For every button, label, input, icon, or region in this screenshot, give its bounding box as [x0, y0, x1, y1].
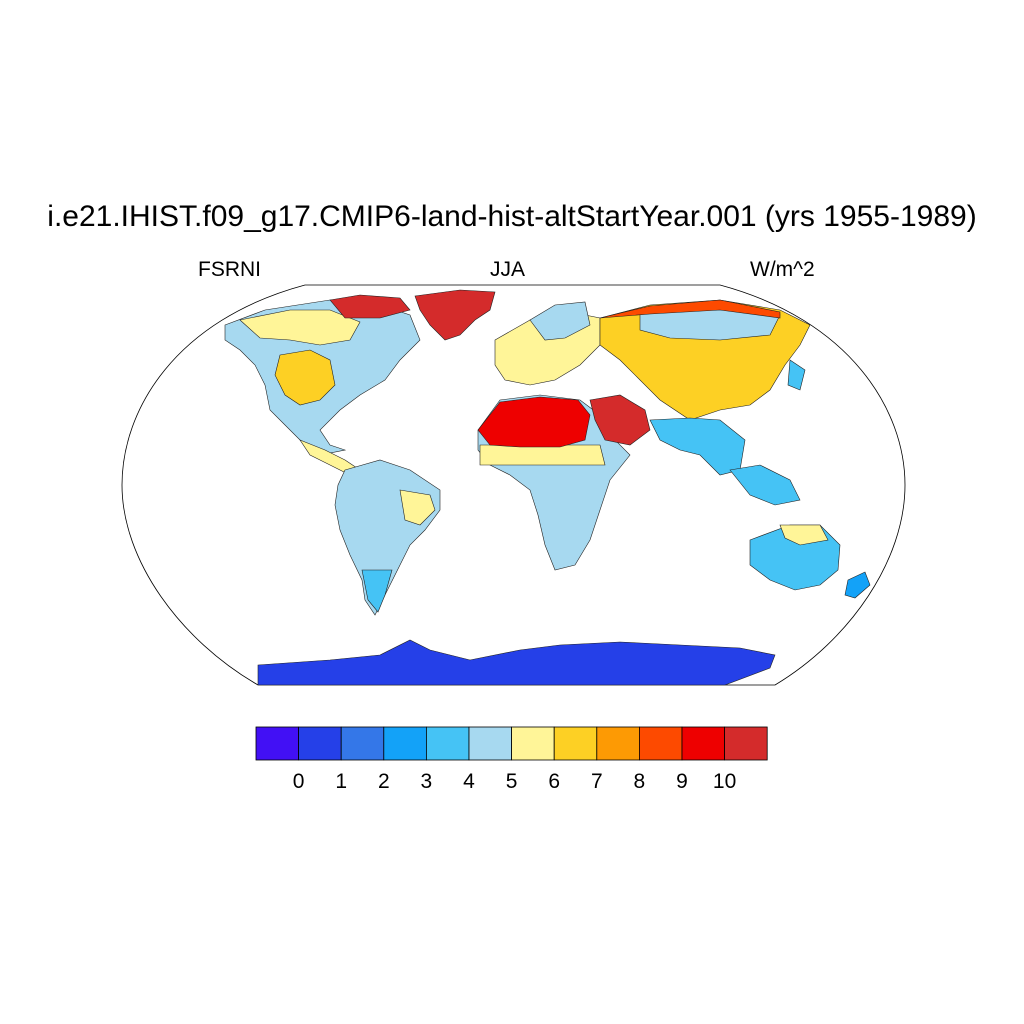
colorbar-tick-label: 2	[378, 770, 390, 793]
region-south-asia	[649, 417, 746, 476]
colorbar-tick-label: 10	[713, 770, 736, 793]
plot-title: i.e21.IHIST.f09_g17.CMIP6-land-hist-altS…	[47, 200, 977, 233]
region-arctic-coast	[599, 299, 781, 319]
colorbar-tick-label: 1	[335, 770, 347, 793]
colorbar-box	[511, 726, 555, 761]
region-sahara	[477, 396, 591, 448]
colorbar-box	[298, 726, 342, 761]
variable-label: FSRNI	[198, 258, 261, 281]
region-arctic-islands	[329, 294, 411, 319]
colorbar-tick-label: 3	[421, 770, 433, 793]
colorbar-tick-label: 6	[548, 770, 560, 793]
colorbar-tick-label: 8	[634, 770, 646, 793]
colorbar-tick-label: 9	[676, 770, 688, 793]
colorbar-box	[255, 726, 299, 761]
colorbar-box	[468, 726, 512, 761]
colorbar-box	[425, 726, 470, 761]
region-southeast-asia	[729, 464, 801, 506]
colorbar-box	[340, 726, 385, 761]
region-greenland	[414, 289, 496, 341]
colorbar-tick-label: 4	[463, 770, 475, 793]
colorbar-tick-label: 5	[506, 770, 518, 793]
region-new-zealand	[844, 571, 871, 599]
season-label: JJA	[490, 258, 526, 281]
colorbar-box	[724, 726, 768, 761]
region-arabia	[589, 394, 651, 446]
region-antarctica	[257, 639, 776, 685]
colorbar-box	[596, 726, 640, 761]
colorbar-box	[553, 726, 598, 761]
region-australia-north	[779, 524, 829, 546]
colorbar-tick-label: 7	[591, 770, 603, 793]
region-patagonia	[361, 569, 393, 613]
colorbar-tick-label: 0	[293, 770, 305, 793]
region-brazil-east	[399, 489, 436, 526]
colorbar-box	[639, 726, 683, 761]
colorbar-box	[383, 726, 427, 761]
region-japan	[787, 359, 806, 391]
region-scandinavia	[529, 301, 591, 341]
colorbar-box	[681, 726, 725, 761]
units-label: W/m^2	[750, 258, 815, 281]
region-north-america-west	[274, 349, 336, 406]
region-canada-arctic	[239, 309, 361, 346]
